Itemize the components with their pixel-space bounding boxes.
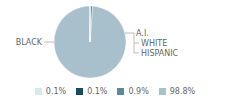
svg-text:BLACK: BLACK — [16, 38, 43, 47]
html-text:0.1%: 0.1% — [87, 87, 108, 96]
html-text:0.1%: 0.1% — [45, 87, 67, 96]
svg-text:A.I.: A.I. — [136, 29, 149, 38]
svg-text:HISPANIC: HISPANIC — [141, 49, 179, 58]
html-text:0.9%: 0.9% — [128, 87, 149, 96]
svg-text:WHITE: WHITE — [141, 39, 167, 48]
html-text:98.8%: 98.8% — [169, 87, 196, 96]
